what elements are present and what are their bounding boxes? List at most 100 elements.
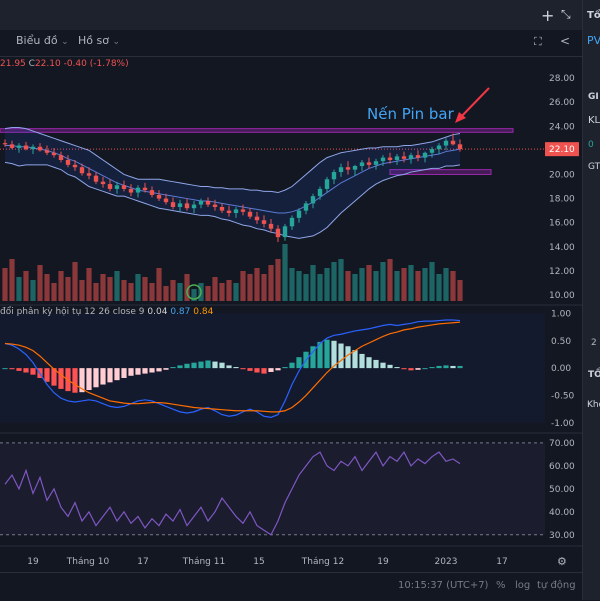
toolbar-profile-menu[interactable]: Hồ sơ ⌄ [78, 34, 120, 47]
rsi-line [4, 450, 461, 536]
candle-body [16, 145, 22, 148]
macd-line-value: 0.87 [170, 307, 191, 317]
volume-bar [338, 259, 344, 301]
macd-pane [0, 313, 545, 423]
candle-body [352, 166, 358, 170]
share-icon[interactable]: < [560, 34, 571, 48]
volume-bar [450, 271, 456, 301]
macd-histogram-bar [58, 368, 64, 389]
candle-body [240, 209, 246, 212]
volume-bar [9, 259, 15, 301]
volume-bar [170, 280, 176, 301]
volume-bar [156, 268, 162, 301]
candle-body [79, 167, 85, 174]
candle-body [380, 157, 386, 162]
chevron-down-icon: ⌄ [112, 37, 121, 47]
candle-body [254, 216, 260, 221]
volume-bar [303, 274, 309, 301]
volume-bar [128, 283, 134, 301]
time-tick-label: Tháng 11 [182, 557, 225, 567]
time-tick-label: 2023 [435, 557, 458, 567]
candle-body [212, 204, 218, 207]
fullscreen-icon[interactable]: ⛶ [534, 35, 542, 48]
log-toggle[interactable]: log [515, 580, 531, 591]
macd-histogram-bar [296, 357, 302, 369]
macd-histogram-bar [93, 368, 99, 388]
volume-bar [100, 274, 106, 301]
candle-body [23, 145, 29, 150]
candle-body [233, 209, 239, 214]
support-zone [389, 169, 492, 175]
candle-body [58, 155, 64, 160]
macd-histogram-bar [121, 368, 127, 378]
price-tick-label: 24.00 [549, 122, 575, 132]
panel-symbol[interactable]: PV [587, 34, 600, 47]
panel-section-2: TỔ [588, 370, 600, 380]
macd-histogram-bar [366, 357, 372, 369]
macd-histogram-bar [443, 365, 449, 369]
candle-body [373, 161, 379, 165]
volume-bar [373, 271, 379, 301]
volume-bar [408, 265, 414, 301]
signal-value: 0.84 [193, 307, 214, 317]
percent-toggle[interactable]: % [496, 580, 506, 591]
volume-bar [275, 259, 281, 301]
macd-histogram-bar [394, 367, 400, 369]
price-tick-label: 26.00 [549, 98, 575, 108]
volume-bar [16, 277, 22, 301]
candle-body [282, 226, 288, 238]
candle-body [121, 185, 127, 189]
volume-bar [191, 289, 197, 301]
candle-body [443, 140, 449, 146]
candle-body [205, 200, 211, 205]
price-chart[interactable]: 28.0026.0024.0022.0020.0018.0016.0014.00… [0, 56, 582, 572]
time-tick-label: 19 [27, 557, 39, 567]
price-tick-label: 16.00 [549, 219, 575, 229]
candle-body [86, 173, 92, 176]
macd-histogram-bar [310, 346, 316, 369]
time-tick-label: Tháng 10 [66, 557, 110, 567]
price-zones [0, 128, 545, 175]
panel-title: Tổ [587, 10, 600, 21]
macd-histogram-bar [352, 350, 358, 369]
collapse-icon[interactable]: ⤡ [561, 7, 571, 21]
price-tick-label: 18.00 [549, 195, 575, 205]
price-tick-label: 14.00 [549, 243, 575, 253]
price-tick-label: 28.00 [549, 74, 575, 84]
macd-histogram-bar [415, 368, 421, 370]
clock: 10:15:37 (UTC+7) [398, 580, 489, 591]
macd-tick-label: 0.00 [551, 364, 571, 374]
volume-bar [443, 268, 449, 301]
time-tick-label: 19 [377, 557, 389, 567]
macd-tick-label: 1.00 [551, 309, 571, 319]
macd-histogram-bar [373, 359, 379, 369]
volume-bar [415, 271, 421, 301]
candle-body [268, 223, 274, 229]
volume-bar [163, 286, 169, 301]
volume-bar [436, 274, 442, 301]
macd-histogram-bar [338, 343, 344, 369]
macd-histogram-bar [324, 339, 330, 369]
candle-body [303, 203, 309, 211]
volume-bar [261, 274, 267, 301]
settings-gear-icon: ⚙ [557, 555, 567, 568]
candle-body [394, 156, 400, 160]
candle-body [2, 143, 8, 145]
rsi-tick-label: 70.00 [549, 439, 575, 449]
macd-histogram-bar [401, 368, 407, 370]
volume-bar [380, 262, 386, 301]
panel-item: Kho [587, 400, 600, 410]
macd-histogram-bar [331, 340, 337, 369]
macd-histogram-bar [128, 368, 134, 376]
macd-histogram-bar [240, 368, 246, 370]
macd-histogram-bar [184, 363, 190, 369]
volume-bar [121, 280, 127, 301]
macd-histogram-bar [282, 367, 288, 369]
candle-body [408, 155, 414, 159]
auto-toggle[interactable]: tự động [537, 580, 576, 591]
plus-icon[interactable]: + [541, 6, 555, 25]
toolbar-chart-menu[interactable]: Biểu đồ ⌄ [16, 34, 69, 47]
volume-bar [289, 268, 295, 301]
macd-histogram-bar [226, 365, 232, 369]
macd-histogram-bar [261, 368, 267, 374]
